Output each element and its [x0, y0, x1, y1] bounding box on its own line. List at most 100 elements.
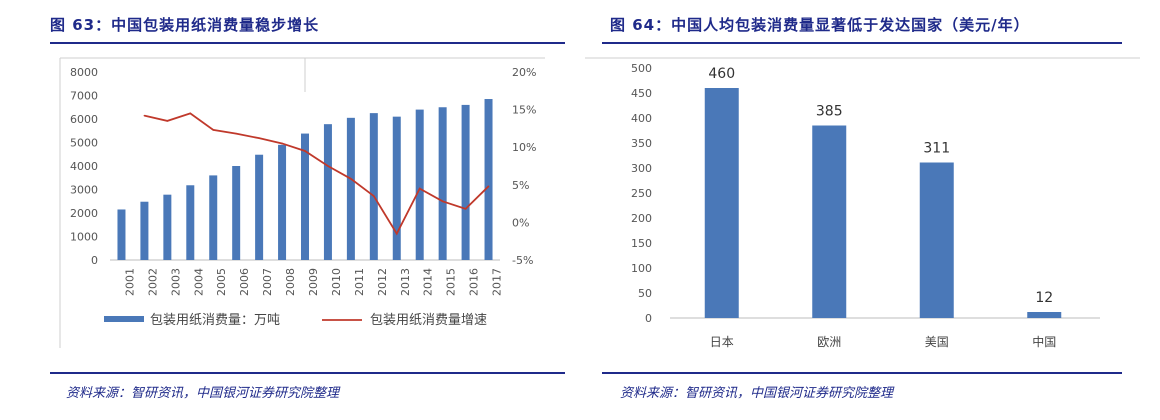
bar-2004: [186, 185, 195, 260]
category-label-中国: 中国: [1032, 334, 1056, 349]
left-y-tick-label-7: 7000: [70, 90, 98, 103]
x-tick-label-2005: 2005: [215, 268, 228, 296]
category-label-美国: 美国: [925, 335, 949, 349]
data-label-欧洲: 385: [816, 104, 843, 120]
growth-point-7: [304, 150, 306, 152]
right-y-tick-label-2: 5%: [512, 179, 529, 192]
left-y-tick-label-3: 3000: [70, 184, 98, 197]
x-tick-label-2013: 2013: [399, 268, 412, 296]
x-tick-label-2009: 2009: [307, 268, 320, 296]
bar-2006: [232, 166, 241, 260]
right-y-tick-label-4: 15%: [512, 104, 536, 117]
growth-point-8: [327, 165, 329, 167]
data-label-日本: 460: [708, 66, 735, 82]
y-tick-label-4: 200: [631, 212, 652, 225]
x-tick-label-2017: 2017: [491, 268, 504, 296]
growth-point-4: [235, 132, 237, 135]
category-label-欧洲: 欧洲: [817, 335, 841, 349]
growth-point-11: [395, 232, 398, 235]
x-tick-label-2015: 2015: [445, 268, 458, 296]
y-tick-label-0: 0: [645, 312, 652, 325]
data-label-中国: 12: [1035, 290, 1053, 306]
growth-point-3: [212, 129, 215, 131]
right-title-rule: [602, 42, 1122, 44]
left-y-tick-label-4: 4000: [70, 160, 98, 173]
x-tick-label-2016: 2016: [468, 268, 481, 296]
y-tick-label-5: 250: [631, 187, 652, 200]
x-tick-label-2003: 2003: [169, 268, 182, 296]
right-y-tick-label-3: 10%: [512, 141, 536, 154]
growth-point-13: [441, 200, 444, 203]
bar-2014: [415, 109, 424, 260]
left-y-tick-label-6: 6000: [70, 113, 98, 126]
growth-point-14: [464, 208, 467, 210]
x-tick-label-2007: 2007: [261, 268, 274, 296]
left-y-tick-label-8: 8000: [70, 66, 98, 79]
x-tick-label-2008: 2008: [284, 268, 297, 296]
bar-中国: [1027, 312, 1062, 318]
y-tick-label-3: 150: [631, 237, 652, 250]
y-tick-label-7: 350: [631, 137, 652, 150]
x-tick-label-2006: 2006: [238, 268, 251, 296]
x-tick-label-2001: 2001: [123, 268, 136, 296]
bar-2007: [255, 154, 264, 260]
growth-point-0: [143, 114, 146, 117]
y-tick-label-8: 400: [631, 112, 652, 125]
y-tick-label-6: 300: [631, 162, 652, 175]
data-label-美国: 311: [923, 141, 950, 157]
right-y-tick-label-1: 0%: [512, 216, 529, 229]
bar-2013: [392, 116, 401, 261]
bar-2016: [461, 104, 470, 261]
right-y-tick-label-5: 20%: [512, 66, 536, 79]
legend-swatch-bar: [104, 316, 144, 322]
bar-2002: [140, 201, 149, 260]
left-figure-panel: 图 63：中国包装用纸消费量稳步增长 0 1000 2000 3000 4000 5000…: [50, 16, 565, 401]
bar-2011: [346, 117, 355, 260]
x-tick-label-2012: 2012: [376, 268, 389, 296]
bar-2012: [369, 113, 378, 260]
y-tick-label-2: 100: [631, 262, 652, 275]
category-label-日本: 日本: [710, 335, 734, 349]
legend-label-line: 包装用纸消费量增速: [370, 313, 487, 328]
left-y-tick-label-5: 5000: [70, 137, 98, 150]
bar-美国: [919, 162, 954, 318]
bar-2017: [484, 99, 493, 261]
bar-2015: [438, 107, 447, 260]
left-combo-chart: 0 1000 2000 3000 4000 5000 6000 7000 8000 -5% 0% 5%…: [59, 57, 545, 348]
x-tick-label-2014: 2014: [422, 268, 435, 296]
growth-point-9: [350, 177, 352, 180]
x-tick-label-2011: 2011: [353, 268, 366, 296]
right-source-note: 资料来源：智研资讯，中国银河证券研究院整理: [620, 386, 894, 401]
x-tick-label-2004: 2004: [192, 268, 205, 296]
left-figure-title: 图 63：中国包装用纸消费量稳步增长: [50, 16, 320, 34]
left-y-tick-label-0: 0: [91, 254, 98, 267]
bar-日本: [704, 88, 739, 318]
growth-point-6: [281, 142, 283, 145]
bar-2009: [301, 133, 309, 260]
y-tick-label-1: 50: [638, 287, 652, 300]
bar-2003: [163, 194, 172, 260]
legend-label-bar: 包装用纸消费量：万吨: [150, 313, 280, 328]
left-y-tick-label-2: 2000: [70, 207, 98, 220]
growth-point-12: [418, 187, 421, 190]
growth-rate-line: [144, 112, 490, 236]
left-title-rule: [50, 42, 565, 44]
y-tick-label-9: 450: [631, 87, 652, 100]
right-source-rule: [602, 372, 1122, 374]
right-figure-title: 图 64：中国人均包装消费量显著低于发达国家（美元/年）: [610, 16, 1030, 34]
bar-2010: [323, 124, 332, 260]
growth-point-2: [189, 112, 192, 115]
bar-2008: [278, 144, 287, 260]
bar-2005: [209, 175, 218, 260]
x-tick-label-2002: 2002: [146, 268, 159, 296]
growth-point-5: [258, 137, 260, 139]
left-source-rule: [50, 372, 565, 374]
bar-欧洲: [812, 125, 847, 318]
y-tick-label-10: 500: [631, 62, 652, 75]
growth-point-15: [487, 185, 490, 188]
right-y-tick-label-0: -5%: [512, 254, 533, 267]
left-y-tick-label-1: 1000: [70, 231, 98, 244]
growth-point-1: [166, 120, 169, 122]
right-figure-panel: 图 64：中国人均包装消费量显著低于发达国家（美元/年） 0 50 100 150 20…: [580, 0, 1160, 420]
growth-point-10: [373, 195, 375, 197]
